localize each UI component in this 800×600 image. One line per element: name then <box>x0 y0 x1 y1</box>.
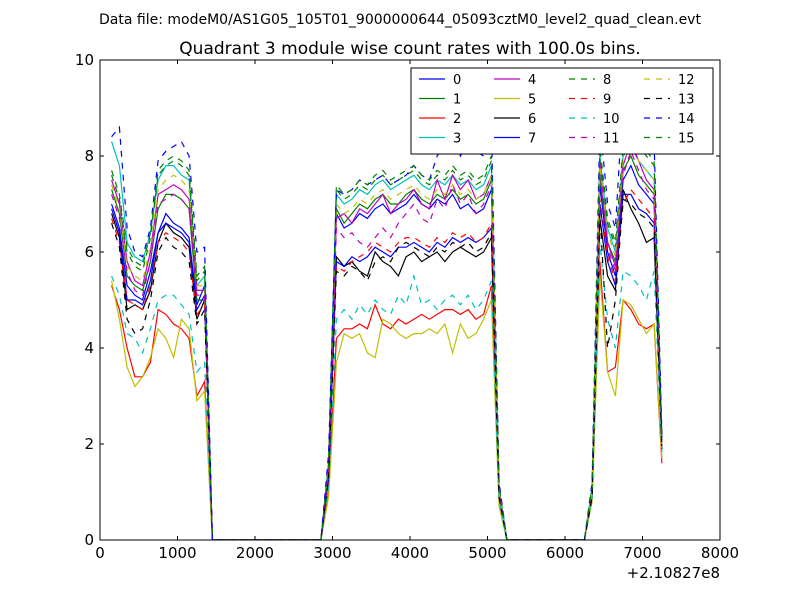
y-tick-label: 0 <box>84 531 94 549</box>
legend-label-15: 15 <box>678 132 695 147</box>
legend-label-10: 10 <box>603 112 620 127</box>
series-line-14 <box>111 96 663 540</box>
legend-label-13: 13 <box>678 93 695 108</box>
chart-title: Quadrant 3 module wise count rates with … <box>179 39 640 59</box>
y-tick-label: 4 <box>84 339 94 357</box>
series-line-10 <box>111 242 663 540</box>
x-tick-label: 5000 <box>468 544 506 562</box>
legend-label-2: 2 <box>453 112 461 127</box>
legend-label-4: 4 <box>528 73 536 88</box>
x-tick-label: 6000 <box>546 544 584 562</box>
series-line-13 <box>111 198 663 540</box>
figure-suptitle: Data file: modeM0/AS1G05_105T01_90000006… <box>99 12 701 28</box>
x-tick-label: 1000 <box>158 544 196 562</box>
x-tick-label: 4000 <box>391 544 429 562</box>
legend-label-8: 8 <box>603 73 611 88</box>
x-tick-label: 7000 <box>623 544 661 562</box>
x-tick-label: 0 <box>95 544 105 562</box>
x-tick-label: 8000 <box>701 544 739 562</box>
legend-label-3: 3 <box>453 132 461 147</box>
legend-label-14: 14 <box>678 112 695 127</box>
y-tick-label: 8 <box>84 147 94 165</box>
legend-label-9: 9 <box>603 93 611 108</box>
series-line-4 <box>111 139 663 540</box>
legend-label-5: 5 <box>528 93 536 108</box>
legend-label-7: 7 <box>528 132 536 147</box>
legend-label-11: 11 <box>603 132 620 147</box>
series-line-3 <box>111 141 663 540</box>
series-line-5 <box>111 275 663 540</box>
series-line-15 <box>111 125 663 540</box>
y-tick-label: 2 <box>84 435 94 453</box>
y-tick-label: 6 <box>84 243 94 261</box>
y-tick-label: 10 <box>75 51 94 69</box>
legend-box <box>410 67 714 155</box>
x-tick-label: 3000 <box>313 544 351 562</box>
legend-label-1: 1 <box>453 93 461 108</box>
legend-label-6: 6 <box>528 112 536 127</box>
x-tick-label: 2000 <box>236 544 274 562</box>
series-layer <box>111 96 663 540</box>
series-line-8 <box>111 130 663 540</box>
x-offset-label: +2.10827e8 <box>627 564 720 582</box>
series-line-12 <box>111 145 663 540</box>
legend-label-0: 0 <box>453 73 461 88</box>
legend-label-12: 12 <box>678 73 695 88</box>
